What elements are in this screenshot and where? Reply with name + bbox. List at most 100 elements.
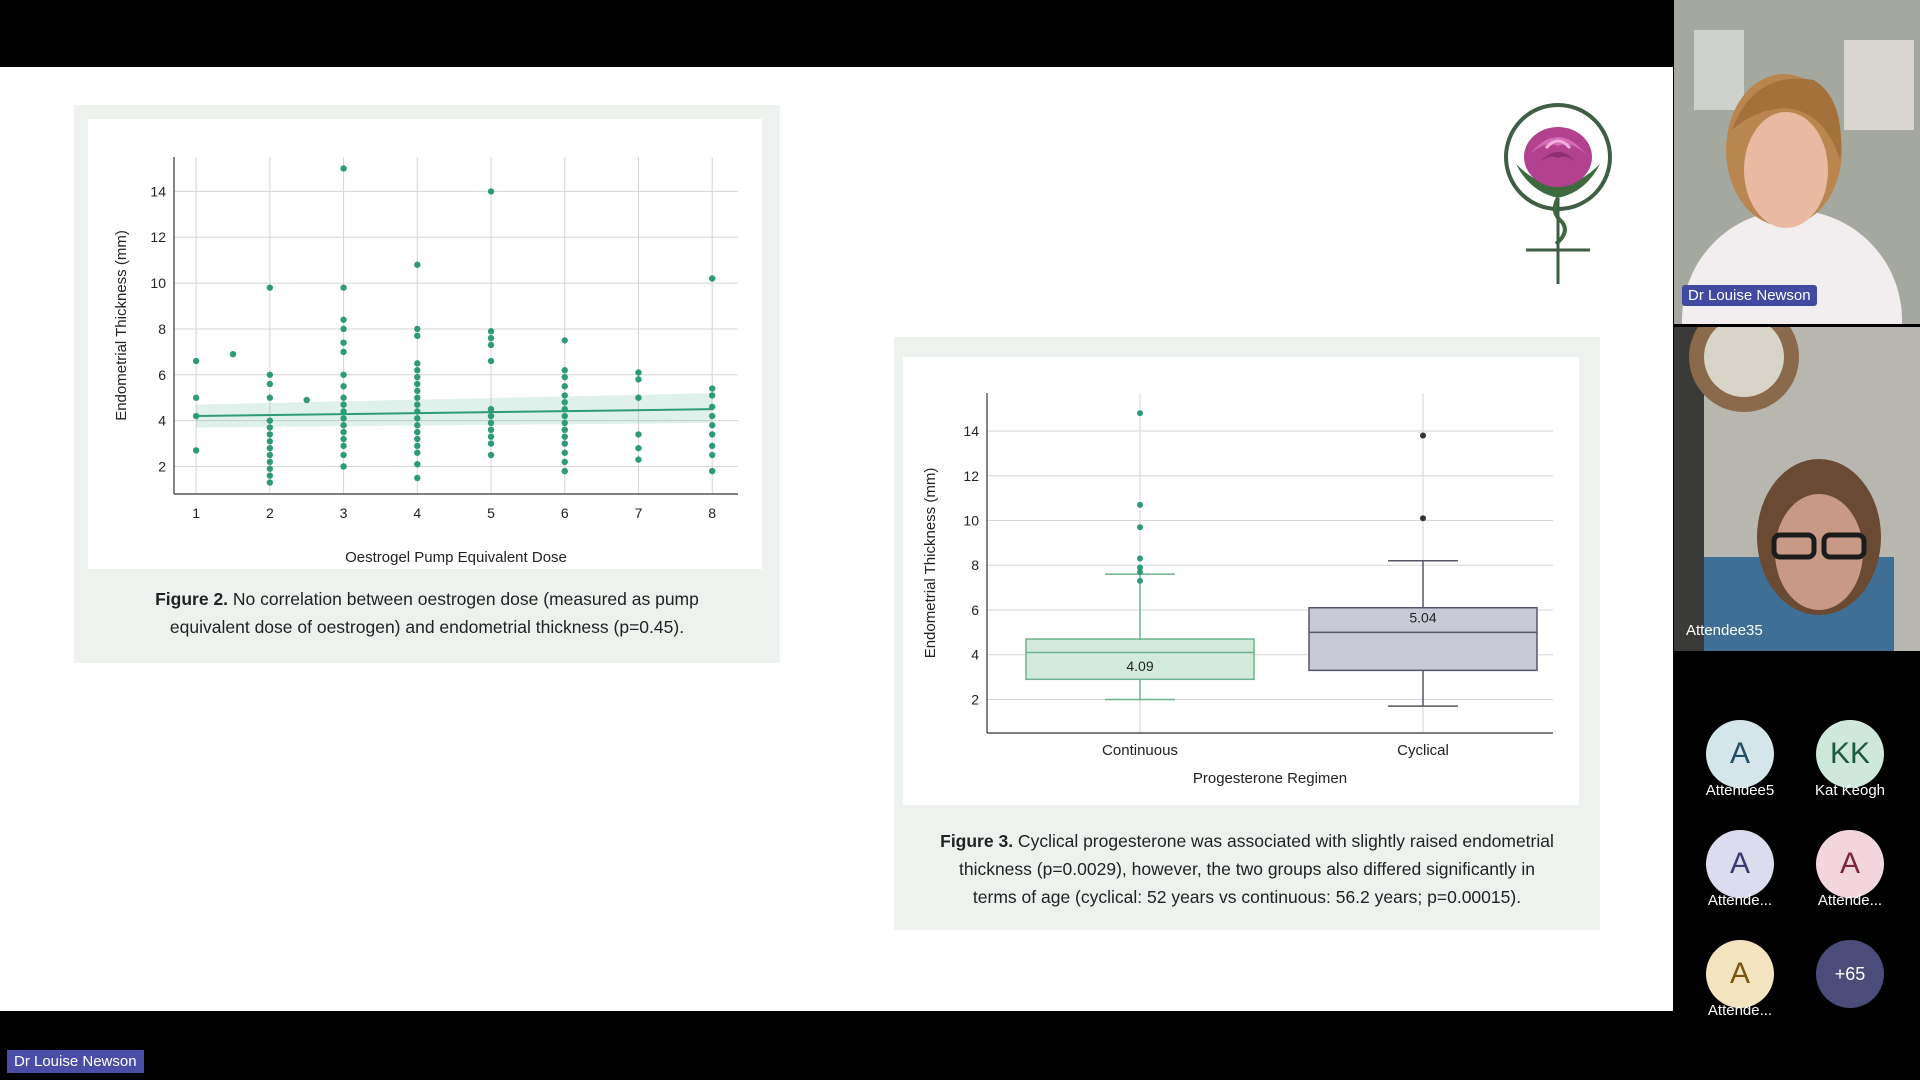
data-point: [414, 408, 421, 415]
data-point: [561, 467, 568, 475]
data-point: [340, 408, 347, 415]
data-point: [266, 479, 274, 486]
attendee35-video-silhouette: [1674, 327, 1920, 651]
data-point: [340, 463, 347, 470]
outlier-point: [1137, 577, 1143, 584]
data-point: [635, 394, 642, 401]
data-point: [487, 405, 495, 413]
figure3-caption-line3: terms of age (cyclical: 52 years vs cont…: [972, 887, 1522, 907]
data-point: [266, 284, 274, 291]
figure3-caption-line1: Cyclical progesterone was associated wit…: [1013, 831, 1554, 851]
outlier-point: [1137, 524, 1143, 531]
data-point: [229, 350, 237, 358]
data-point: [266, 465, 274, 472]
data-point: [487, 341, 495, 349]
x-tick-label: 5: [487, 505, 495, 521]
data-point: [414, 325, 421, 333]
y-tick-label: 6: [158, 367, 166, 383]
participant-4[interactable]: A Attende...: [1706, 940, 1790, 1040]
y-axis-label: Endometrial Thickness (mm): [922, 468, 939, 659]
outlier-point: [1420, 432, 1426, 439]
data-point: [487, 334, 495, 342]
data-point: [561, 383, 568, 390]
data-point: [340, 371, 347, 378]
data-point: [266, 394, 274, 401]
data-point: [487, 433, 495, 440]
x-tick-label: Cyclical: [1397, 742, 1449, 759]
data-point: [561, 440, 568, 447]
data-point: [561, 449, 568, 456]
participant-avatar: A: [1706, 940, 1774, 1008]
x-tick-label: 7: [635, 505, 643, 521]
x-axis-label: Oestrogel Pump Equivalent Dose: [345, 549, 567, 566]
participant-0[interactable]: A Attendee5: [1706, 720, 1790, 820]
figure3-box-plot: 2 4 6 8 10 12 14 4.09 Continuous 5.04 Cyclical Prog…: [922, 393, 1553, 787]
y-tick-label: 12: [150, 229, 166, 245]
data-point: [487, 328, 495, 335]
x-axis-label: Progesterone Regimen: [1193, 770, 1347, 787]
data-point: [708, 275, 716, 282]
figure2-caption-line2: equivalent dose of oestrogen) and endome…: [169, 617, 685, 637]
y-tick-label: 10: [150, 275, 166, 291]
box-iqr: [1308, 606, 1538, 672]
data-point: [487, 451, 495, 459]
participant-1[interactable]: KK Kat Keogh: [1815, 720, 1900, 820]
data-point: [266, 451, 274, 459]
figure2-caption-line1: No correlation between oestrogen dose (m…: [228, 589, 699, 609]
y-tick-label: 4: [971, 647, 979, 663]
figure3-chart-card: 2 4 6 8 10 12 14 4.09 Continuous 5.04 Cyclical Prog…: [903, 357, 1579, 805]
data-point: [414, 367, 421, 374]
participant-name: Attendee5: [1705, 782, 1775, 799]
data-point: [414, 422, 421, 429]
data-point: [708, 422, 716, 429]
data-point: [340, 435, 347, 443]
data-point: [266, 438, 274, 445]
data-point: [635, 376, 642, 383]
data-point: [266, 380, 274, 388]
data-point: [487, 188, 495, 195]
data-point: [708, 467, 716, 475]
data-point: [266, 472, 274, 479]
video-tile-presenter[interactable]: Dr Louise Newson: [1674, 0, 1920, 324]
data-point: [340, 394, 347, 401]
data-point: [192, 412, 200, 420]
data-point: [266, 444, 274, 452]
data-point: [266, 424, 274, 431]
participant-name: Attende...: [1707, 1002, 1773, 1019]
data-point: [487, 440, 495, 447]
y-tick-label: 14: [963, 423, 979, 439]
data-point: [635, 369, 642, 376]
y-tick-label: 12: [963, 468, 979, 484]
data-point: [635, 444, 642, 452]
data-point: [561, 405, 568, 413]
data-point: [340, 401, 347, 408]
video-tile-attendee35[interactable]: Attendee35: [1674, 327, 1920, 651]
data-point: [303, 396, 310, 404]
data-point: [635, 431, 642, 438]
y-tick-label: 14: [150, 183, 166, 199]
participant-3[interactable]: A Attende...: [1816, 830, 1900, 930]
data-point: [340, 383, 347, 390]
figure2-caption: Figure 2. No correlation between oestrog…: [74, 585, 780, 641]
more-participants-count: +65: [1816, 940, 1884, 1008]
y-tick-label: 4: [158, 413, 166, 429]
participant-name: Attende...: [1817, 892, 1883, 909]
data-point: [487, 412, 495, 420]
outlier-point: [1137, 410, 1143, 417]
trend-confidence-band: [196, 393, 713, 428]
participant-avatar: A: [1706, 830, 1774, 898]
presenter-video-silhouette: [1674, 0, 1920, 324]
data-point: [708, 385, 716, 392]
data-point: [561, 367, 568, 374]
data-point: [340, 325, 347, 333]
data-point: [414, 415, 421, 422]
data-point: [561, 399, 568, 406]
x-tick-label: 3: [340, 505, 348, 521]
participant-2[interactable]: A Attende...: [1706, 830, 1790, 930]
figure2-chart-card: 1 2 3 4 5 6 7 8 2 4 6 8 10 12 14 Oestrogel Pump Equival…: [88, 119, 762, 569]
data-point: [340, 165, 347, 172]
data-point: [414, 261, 421, 268]
x-tick-label: 1: [192, 505, 200, 521]
data-point: [340, 415, 347, 422]
more-participants-button[interactable]: +65: [1816, 940, 1900, 1020]
